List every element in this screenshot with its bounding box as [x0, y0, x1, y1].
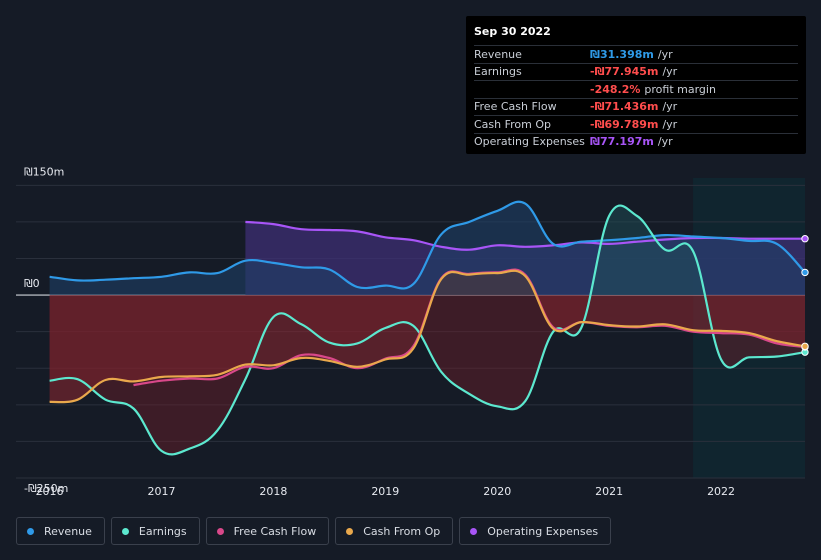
tooltip-row: Cash From Op -₪69.789m/yr	[474, 115, 798, 133]
legend-label: Revenue	[44, 524, 92, 538]
tooltip-row: Free Cash Flow -₪71.436m/yr	[474, 97, 798, 116]
tooltip-value: ₪77.197m	[590, 135, 654, 149]
y-tick-label: -₪250m	[24, 482, 68, 495]
legend-dot-icon	[121, 527, 129, 535]
tooltip-label: Revenue	[474, 47, 522, 61]
tooltip-label: Cash From Op	[474, 117, 552, 131]
x-tick-label: 2019	[371, 485, 399, 498]
tooltip-panel: Sep 30 2022 Revenue ₪31.398m/yr Earnings -₪…	[466, 16, 806, 154]
legend-label: Earnings	[138, 524, 187, 538]
endpoint-revenue	[801, 268, 809, 277]
tooltip-unit: profit margin	[644, 82, 716, 96]
tooltip-unit: /yr	[657, 135, 673, 149]
x-tick-label: 2017	[147, 485, 175, 498]
area-earnings	[49, 295, 805, 455]
x-tick-label: 2022	[707, 485, 735, 498]
tooltip-value: -248.2%	[590, 82, 641, 96]
legend-dot-icon	[470, 527, 478, 535]
tooltip-row: -248.2% profit margin	[474, 80, 798, 98]
tooltip-label: Free Cash Flow	[474, 100, 557, 114]
tooltip-label: Earnings	[474, 65, 522, 79]
y-tick-label: ₪150m	[24, 165, 64, 178]
legend-label: Free Cash Flow	[233, 524, 317, 538]
area-earnings	[49, 205, 805, 296]
tooltip-unit: /yr	[662, 117, 678, 131]
tooltip-unit: /yr	[662, 65, 678, 79]
tooltip-value: -₪69.789m	[590, 117, 659, 131]
line-cfo	[49, 269, 806, 404]
legend-item-cash-from-op[interactable]: Cash From Op	[335, 517, 454, 545]
legend-item-operating-expenses[interactable]: Operating Expenses	[459, 517, 612, 545]
tooltip-unit: /yr	[662, 100, 678, 114]
tooltip-unit: /yr	[657, 47, 673, 61]
tooltip-value: ₪31.398m	[590, 47, 654, 61]
legend-dot-icon	[216, 527, 224, 535]
legend-label: Operating Expenses	[487, 524, 599, 538]
endpoint-opex	[801, 235, 809, 243]
legend-dot-icon	[346, 527, 354, 535]
legend-dot-icon	[27, 527, 34, 535]
line-earnings	[49, 204, 806, 456]
endpoint-cfo	[801, 342, 809, 350]
tooltip-label: Operating Expenses	[474, 135, 585, 149]
x-tick-label: 2021	[595, 485, 623, 498]
line-revenue	[49, 200, 806, 290]
chart-legend: Revenue Earnings Free Cash Flow Cash From O…	[16, 517, 612, 545]
y-tick-label: ₪0	[24, 277, 40, 290]
tooltip-value: -₪77.945m	[590, 65, 659, 79]
tooltip-value: -₪71.436m	[590, 100, 659, 114]
x-tick-label: 2020	[483, 485, 511, 498]
legend-item-earnings[interactable]: Earnings	[110, 517, 200, 545]
tooltip-row: Revenue ₪31.398m/yr	[474, 45, 798, 63]
tooltip-row: Earnings -₪77.945m/yr	[474, 62, 798, 81]
legend-item-revenue[interactable]: Revenue	[16, 517, 105, 545]
x-tick-label: 2016	[36, 485, 64, 498]
legend-label: Cash From Op	[363, 524, 441, 538]
legend-item-free-cash-flow[interactable]: Free Cash Flow	[205, 517, 330, 545]
x-tick-label: 2018	[259, 485, 287, 498]
area-cfo	[49, 295, 805, 403]
tooltip-row: Operating Expenses ₪77.197m/yr	[474, 132, 798, 151]
tooltip-date: Sep 30 2022	[474, 25, 551, 38]
